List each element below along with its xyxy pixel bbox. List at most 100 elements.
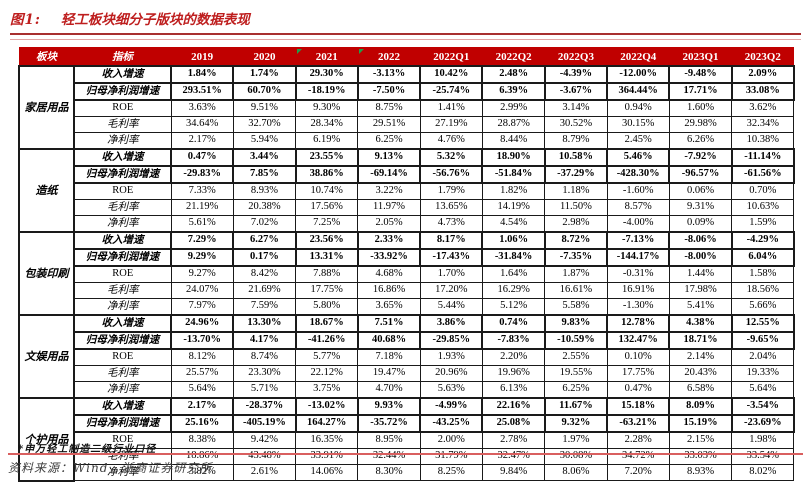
value-cell: 8.93% [232,182,297,200]
value-cell: 13.65% [419,199,483,216]
value-cell: 2.78% [481,431,546,449]
col-header-label: 板块 [36,51,57,63]
value-cell: 4.70% [357,381,421,399]
indicator-cell: ROE [73,348,172,366]
value-cell: -56.76% [419,165,484,184]
value-cell: 5.58% [544,298,608,316]
value-cell: 9.27% [170,265,234,283]
value-cell: -3.67% [543,82,609,101]
table-row: 归母净利润增速 293.51% 60.70% -18.19% -7.50% -25.74%… [19,82,795,101]
subsector-data-table: 板块 指标 2019 2020 2021 2022 2022Q1 2022Q2 2022Q3 20… [18,47,795,482]
value-cell: 8.02% [731,464,795,481]
value-cell: 2.28% [606,431,670,449]
value-cell: 3.63% [170,99,234,117]
green-flag-icon [297,49,303,54]
table-row: ROE 7.33% 8.93% 10.74% 3.22% 1.79% 1.82% 1.18% -… [19,182,795,200]
indicator-cell: 归母净利润增速 [73,165,172,184]
sector-name-cell: 个护用品 [18,397,75,482]
value-cell: 30.15% [606,116,670,133]
value-cell: 1.60% [668,99,733,117]
value-cell: 14.19% [481,199,546,216]
value-cell: 38.86% [294,165,359,184]
table-header-row: 板块 指标 2019 2020 2021 2022 2022Q1 2022Q2 2022Q3 20… [18,47,795,67]
figure-title: 图1: 轻工板块细分子版块的数据表现 [10,8,250,28]
value-cell: 8.79% [544,132,608,150]
value-cell: 5.94% [232,132,297,150]
value-cell: 21.69% [232,282,297,299]
value-cell: 8.09% [668,397,733,416]
value-cell: 9.30% [295,99,359,117]
value-cell: 19.47% [357,365,421,382]
value-cell: 19.33% [731,365,795,382]
value-cell: 3.44% [232,148,297,167]
value-cell: 3.86% [419,314,484,333]
col-header-2020: 2020 [232,47,297,67]
value-cell: 1.82% [481,182,546,200]
value-cell: 2.09% [730,65,795,84]
value-cell: 7.20% [606,464,670,481]
value-cell: -1.60% [606,182,670,200]
col-header-板块: 板块 [18,47,75,67]
value-cell: 5.63% [419,381,483,399]
value-cell: 3.62% [731,99,795,117]
indicator-cell: ROE [73,99,172,117]
value-cell: 2.14% [668,348,733,366]
value-cell: 1.44% [668,265,733,283]
table-row: 归母净利润增速 -13.70% 4.17% -41.26% 40.68% -29.85% -… [19,331,795,350]
value-cell: 34.64% [170,116,234,133]
indicator-cell: 收入增速 [73,397,172,416]
value-cell: -63.21% [606,414,671,433]
table-row: 净利率 7.97% 7.59% 5.80% 3.65% 5.44% 5.12% 5.58% -1… [19,298,795,316]
col-header-2022Q3: 2022Q3 [544,47,608,67]
value-cell: 40.68% [356,331,422,350]
value-cell: 8.72% [543,231,609,250]
value-cell: 1.97% [544,431,608,449]
value-cell: 33.91% [295,448,359,465]
value-cell: 6.04% [730,248,795,267]
value-cell: 29.98% [668,116,733,133]
value-cell: 32.44% [357,448,421,465]
value-cell: 3.22% [357,182,421,200]
value-cell: -29.83% [169,165,235,184]
col-header-label: 2022Q1 [433,50,470,63]
value-cell: 4.68% [357,265,421,283]
indicator-cell: 毛利率 [73,365,172,382]
value-cell: 8.38% [170,431,234,449]
value-cell: 7.25% [295,215,359,233]
sector-name-cell: 文娱用品 [18,314,75,399]
indicator-cell: 归母净利润增速 [73,82,172,101]
indicator-cell: 归母净利润增速 [73,248,172,267]
indicator-cell: ROE [73,182,172,200]
value-cell: 6.25% [544,381,608,399]
value-cell: 17.56% [295,199,359,216]
table-row: 净利率 5.64% 5.71% 3.75% 4.70% 5.63% 6.13% 6.25% 0.… [19,381,795,399]
value-cell: -405.19% [232,414,297,433]
indicator-cell: 收入增速 [73,148,172,167]
value-cell: 3.65% [357,298,421,316]
value-cell: 20.38% [232,199,297,216]
figure-label: 图1: [10,12,41,28]
col-header-2023Q2: 2023Q2 [731,47,795,67]
value-cell: -37.29% [543,165,609,184]
table-row: 毛利率 18.86% 43.48% 33.91% 32.44% 31.79% 32.47% 3… [19,448,795,465]
value-cell: 17.75% [606,365,670,382]
value-cell: 0.70% [731,182,795,200]
value-cell: 11.97% [357,199,421,216]
value-cell: 1.41% [419,99,483,117]
value-cell: 30.08% [544,448,608,465]
value-cell: -96.57% [668,165,733,184]
value-cell: 10.42% [419,65,484,84]
value-cell: 12.78% [606,314,671,333]
value-cell: 132.47% [606,331,671,350]
value-cell: -8.06% [668,231,733,250]
value-cell: 28.34% [295,116,359,133]
indicator-cell: 净利率 [73,215,172,233]
value-cell: -4.00% [606,215,670,233]
value-cell: 11.50% [544,199,608,216]
value-cell: 4.38% [668,314,733,333]
value-cell: 3.14% [544,99,608,117]
value-cell: 25.57% [170,365,234,382]
value-cell: -18.19% [294,82,359,101]
value-cell: 10.58% [543,148,609,167]
value-cell: -9.48% [668,65,733,84]
